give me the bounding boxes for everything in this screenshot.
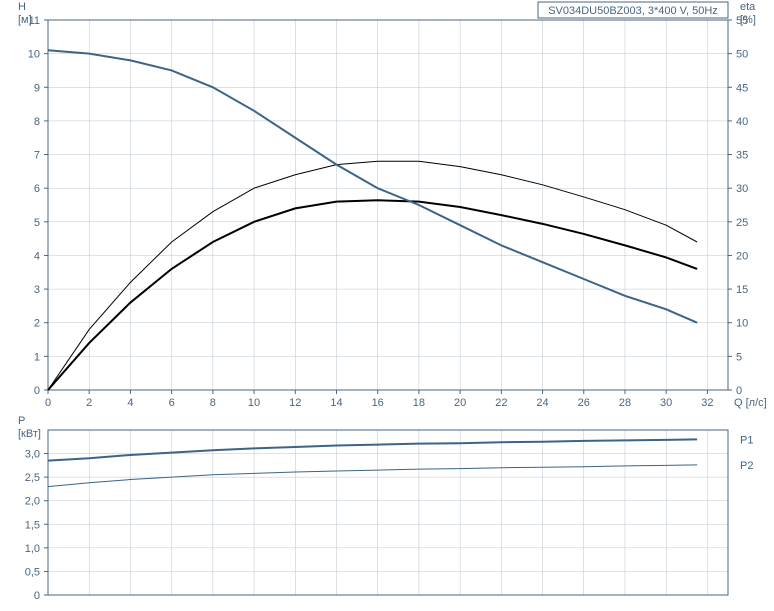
svg-text:0: 0 bbox=[34, 590, 40, 602]
y-left-label-2: [м] bbox=[18, 14, 32, 26]
y-right-label-2: [%] bbox=[740, 14, 756, 26]
svg-text:24: 24 bbox=[536, 397, 548, 409]
svg-text:9: 9 bbox=[34, 82, 40, 94]
svg-text:28: 28 bbox=[619, 397, 631, 409]
svg-text:3: 3 bbox=[34, 284, 40, 296]
curve-eta-thick bbox=[48, 200, 697, 390]
svg-text:10: 10 bbox=[736, 318, 748, 330]
chart-title: SV034DU50BZ003, 3*400 V, 50Hz bbox=[548, 5, 718, 17]
svg-text:26: 26 bbox=[578, 397, 590, 409]
svg-text:5: 5 bbox=[736, 351, 742, 363]
svg-text:8: 8 bbox=[34, 116, 40, 128]
svg-text:4: 4 bbox=[34, 250, 40, 262]
curve-head bbox=[48, 50, 697, 322]
svg-text:0,5: 0,5 bbox=[25, 566, 40, 578]
y-bottom-label-1: P bbox=[18, 415, 25, 427]
svg-text:4: 4 bbox=[127, 397, 133, 409]
label-p1: P1 bbox=[740, 434, 753, 446]
svg-text:10: 10 bbox=[248, 397, 260, 409]
svg-text:0: 0 bbox=[736, 385, 742, 397]
svg-text:1,5: 1,5 bbox=[25, 519, 40, 531]
svg-text:15: 15 bbox=[736, 284, 748, 296]
curve-p2 bbox=[48, 465, 697, 487]
svg-text:1,0: 1,0 bbox=[25, 543, 40, 555]
svg-text:6: 6 bbox=[169, 397, 175, 409]
y-bottom-label-2: [кВт] bbox=[18, 428, 41, 440]
svg-text:1: 1 bbox=[34, 351, 40, 363]
svg-text:2: 2 bbox=[86, 397, 92, 409]
svg-text:6: 6 bbox=[34, 183, 40, 195]
x-axis-label-top: Q [л/с] bbox=[734, 397, 767, 409]
svg-text:2,5: 2,5 bbox=[25, 472, 40, 484]
svg-text:32: 32 bbox=[701, 397, 713, 409]
svg-text:5: 5 bbox=[34, 217, 40, 229]
svg-text:2,0: 2,0 bbox=[25, 496, 40, 508]
svg-text:8: 8 bbox=[210, 397, 216, 409]
svg-text:20: 20 bbox=[736, 250, 748, 262]
svg-text:12: 12 bbox=[289, 397, 301, 409]
svg-text:2: 2 bbox=[34, 318, 40, 330]
label-p2: P2 bbox=[740, 460, 753, 472]
curve-p1 bbox=[48, 439, 697, 460]
svg-text:30: 30 bbox=[660, 397, 672, 409]
svg-text:40: 40 bbox=[736, 116, 748, 128]
svg-text:35: 35 bbox=[736, 150, 748, 162]
y-left-label-1: H bbox=[18, 1, 26, 13]
svg-text:22: 22 bbox=[495, 397, 507, 409]
svg-text:25: 25 bbox=[736, 217, 748, 229]
curve-eta-thin bbox=[48, 161, 697, 390]
y-right-label-1: eta bbox=[740, 1, 756, 13]
svg-text:0: 0 bbox=[34, 385, 40, 397]
svg-text:30: 30 bbox=[736, 183, 748, 195]
svg-text:18: 18 bbox=[413, 397, 425, 409]
chart-svg: 02468101214161820222426283032Q [л/с]0123… bbox=[0, 0, 774, 611]
chart-container: 02468101214161820222426283032Q [л/с]0123… bbox=[0, 0, 774, 611]
svg-text:45: 45 bbox=[736, 82, 748, 94]
svg-text:20: 20 bbox=[454, 397, 466, 409]
svg-text:14: 14 bbox=[330, 397, 342, 409]
svg-text:0: 0 bbox=[45, 397, 51, 409]
svg-text:16: 16 bbox=[372, 397, 384, 409]
svg-text:3,0: 3,0 bbox=[25, 449, 40, 461]
svg-text:7: 7 bbox=[34, 150, 40, 162]
svg-text:50: 50 bbox=[736, 49, 748, 61]
svg-text:10: 10 bbox=[28, 49, 40, 61]
